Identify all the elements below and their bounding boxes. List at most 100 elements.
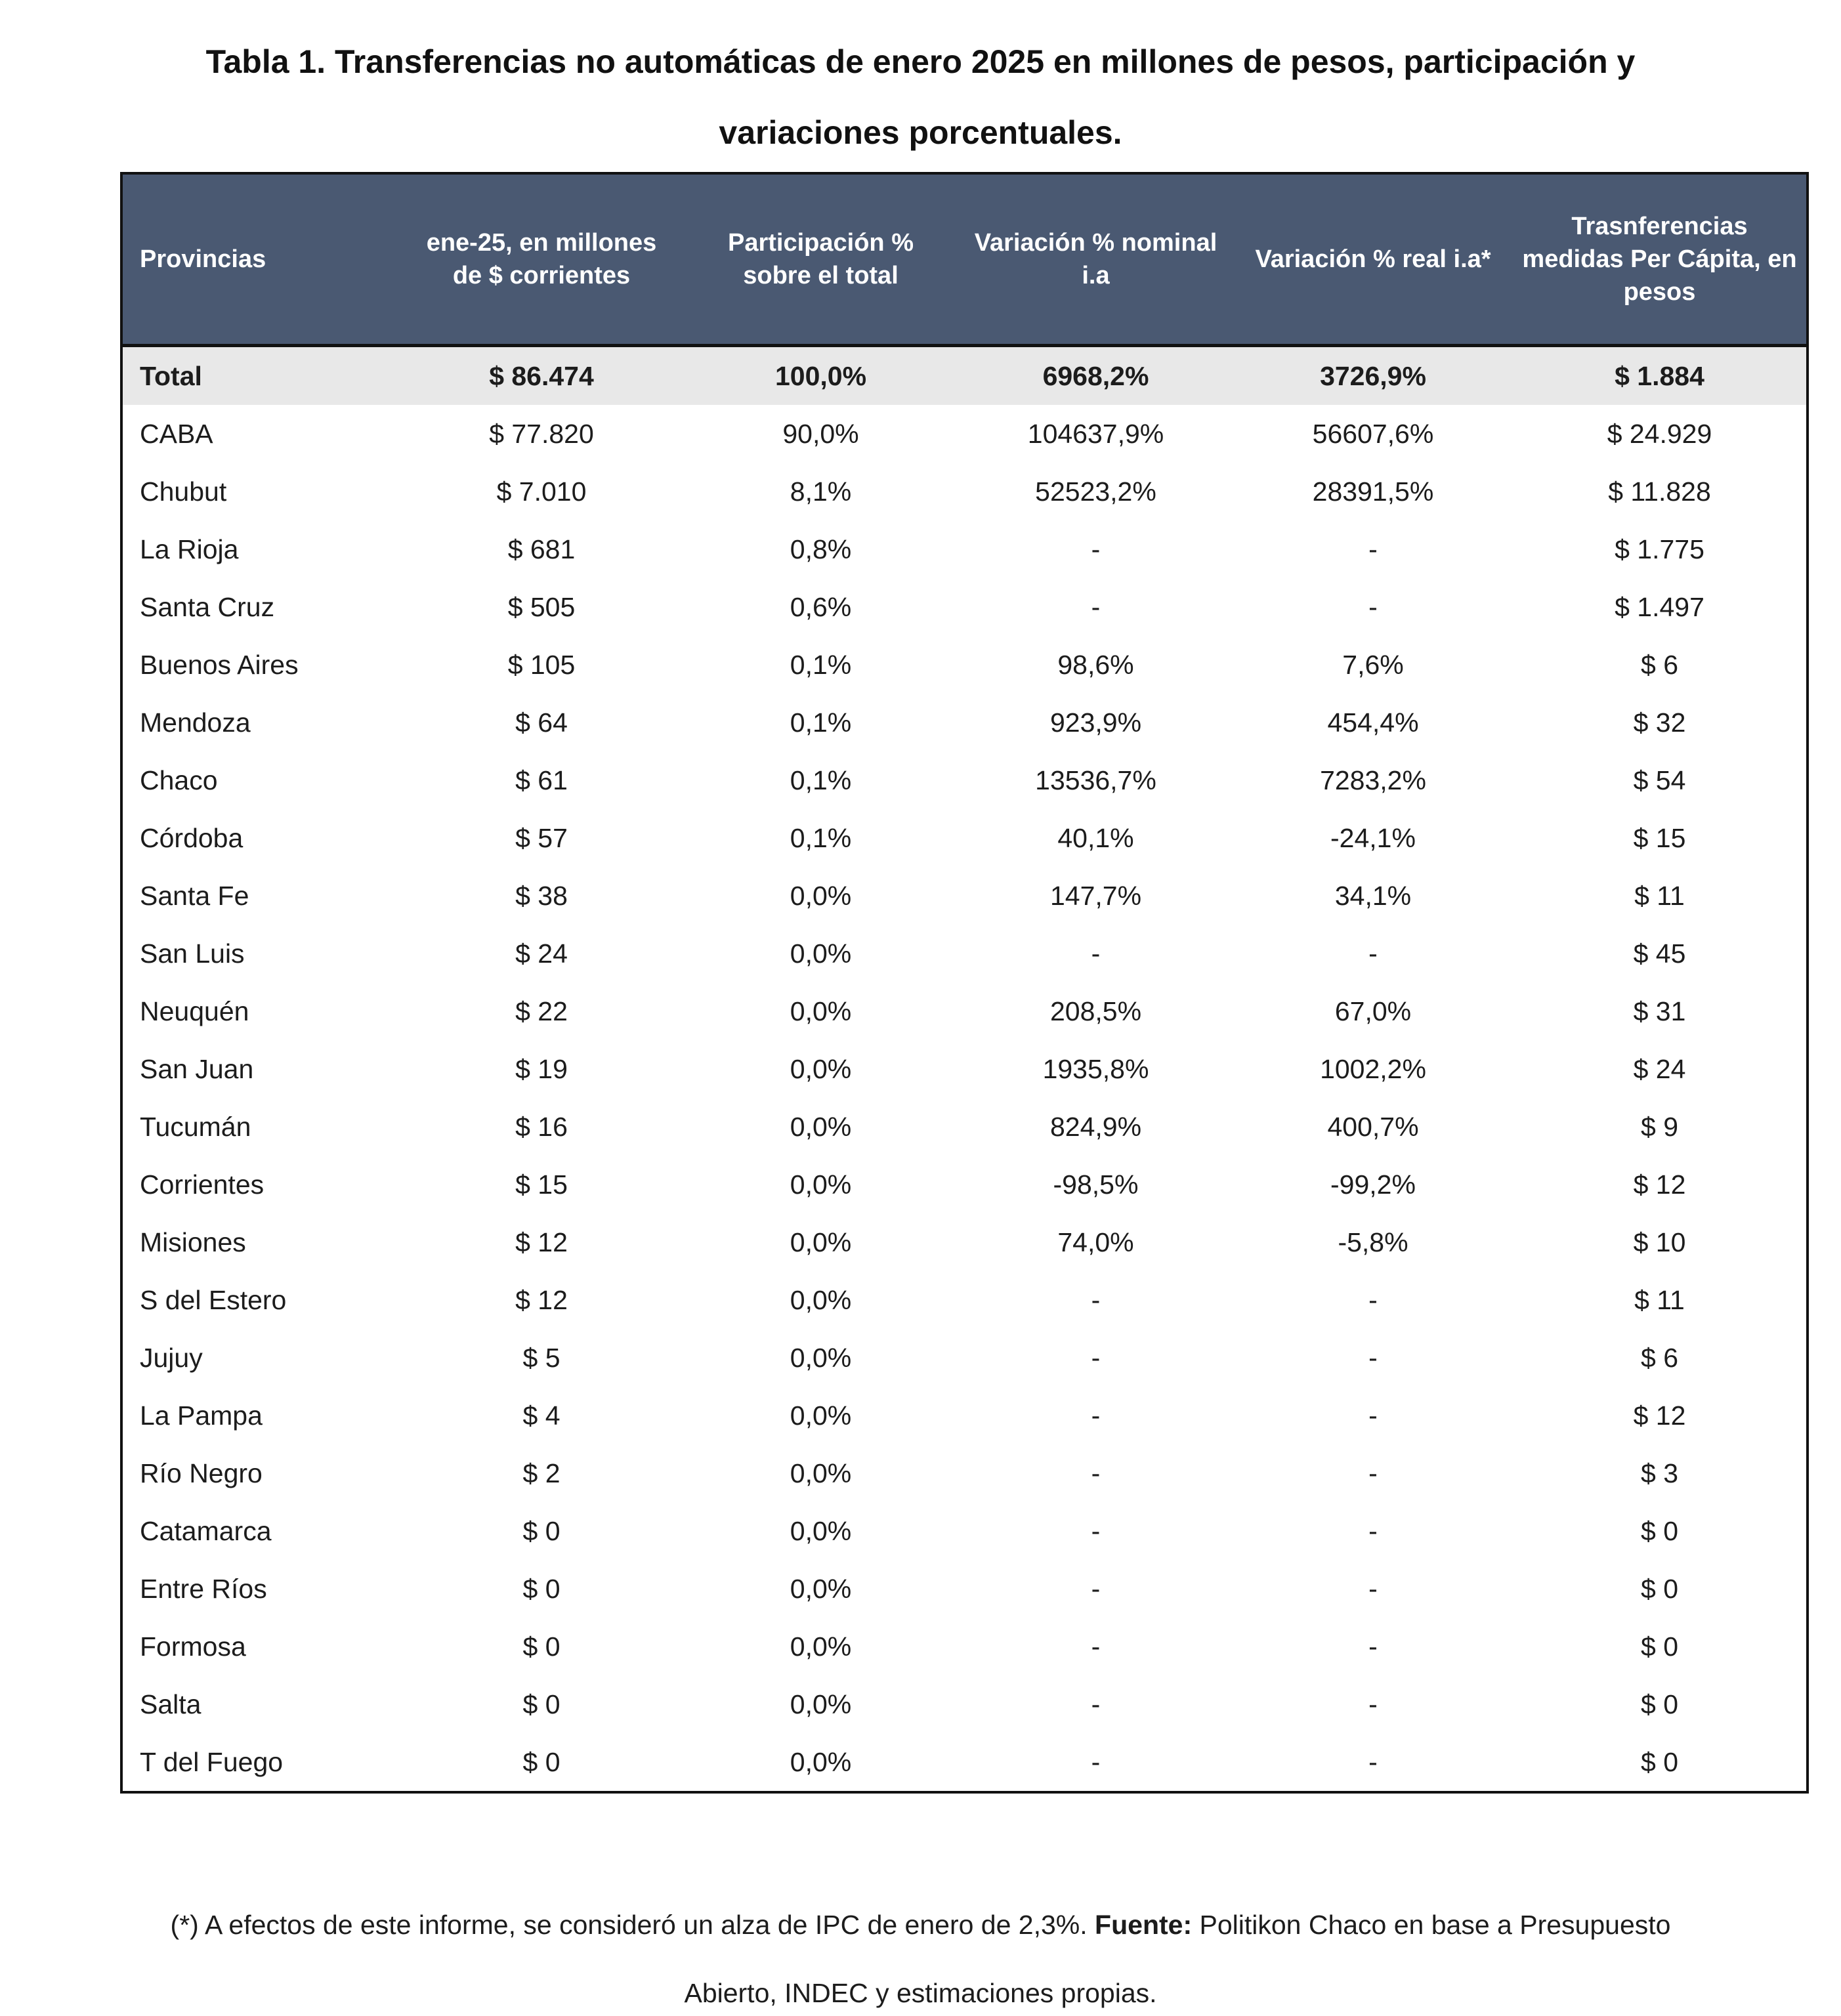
cell-var-nominal: - (1091, 1400, 1101, 1431)
cell-province: Salta (140, 1689, 201, 1719)
cell-var-nominal: 13536,7% (1035, 765, 1156, 795)
cell-var-nominal: 208,5% (1049, 996, 1142, 1026)
cell-var-real: -5,8% (1338, 1227, 1408, 1257)
cell-amount: $ 505 (507, 591, 576, 622)
cell-province: CABA (140, 418, 213, 449)
table-row: Santa Cruz $ 505 0,6% - - $ 1.497 (121, 578, 1808, 636)
cell-per-capita: $ 0 (1641, 1631, 1678, 1662)
cell-per-capita: $ 1.884 (1513, 345, 1808, 405)
cell-share: 0,0% (790, 1458, 852, 1488)
header-provincias: Provincias (121, 173, 400, 347)
cell-var-real: -99,2% (1330, 1169, 1416, 1200)
cell-per-capita: $ 11 (1634, 880, 1685, 911)
cell-amount: $ 0 (522, 1689, 561, 1719)
cell-share: 0,0% (790, 1573, 852, 1604)
cell-amount: $ 22 (515, 996, 568, 1026)
cell-amount: $ 86.474 (400, 345, 683, 405)
cell-per-capita: $ 9 (1641, 1111, 1678, 1142)
cell-var-real: - (1368, 1515, 1378, 1546)
cell-var-nominal: 923,9% (1049, 707, 1142, 738)
cell-share: 0,1% (790, 707, 852, 738)
cell-per-capita: $ 15 (1633, 822, 1686, 853)
cell-var-real: 400,7% (1327, 1111, 1419, 1142)
header-per-capita: Trasnferencias medidas Per Cápita, en pe… (1513, 173, 1808, 347)
table-title-line2: variaciones porcentuales. (719, 114, 1122, 151)
table-row: Catamarca $ 0 0,0% - - $ 0 (121, 1502, 1808, 1560)
table-row: La Rioja $ 681 0,8% - - $ 1.775 (121, 520, 1808, 578)
cell-var-real: 1002,2% (1320, 1053, 1426, 1084)
cell-per-capita: $ 24.929 (1607, 418, 1712, 449)
cell-var-nominal: - (1091, 1342, 1101, 1373)
table-row: S del Estero $ 12 0,0% - - $ 11 (121, 1271, 1808, 1329)
table-row: Mendoza $ 64 0,1% 923,9% 454,4% $ 32 (121, 694, 1808, 751)
cell-amount: $ 0 (522, 1746, 561, 1777)
cell-share: 0,0% (790, 1284, 852, 1315)
table-title: Tabla 1. Transferencias no automáticas d… (0, 0, 1841, 168)
cell-share: 0,0% (790, 1515, 852, 1546)
header-ene25: ene-25, en millones de $ corrientes (400, 173, 683, 347)
cell-province: Total (121, 345, 400, 405)
cell-amount: $ 38 (515, 880, 568, 911)
cell-var-real: - (1368, 1631, 1378, 1662)
cell-var-real: - (1368, 591, 1378, 622)
cell-province: Santa Fe (140, 880, 249, 911)
cell-amount: $ 64 (515, 707, 568, 738)
table-row: San Luis $ 24 0,0% - - $ 45 (121, 925, 1808, 982)
table-row: Tucumán $ 16 0,0% 824,9% 400,7% $ 9 (121, 1098, 1808, 1156)
cell-amount: $ 77.820 (489, 418, 594, 449)
cell-amount: $ 0 (522, 1515, 561, 1546)
cell-province: Chaco (140, 765, 218, 795)
cell-per-capita: $ 45 (1633, 938, 1686, 969)
cell-var-nominal: - (1091, 1515, 1101, 1546)
cell-province: La Rioja (140, 534, 239, 564)
cell-per-capita: $ 3 (1641, 1458, 1678, 1488)
cell-province: Santa Cruz (140, 591, 275, 622)
cell-var-real: - (1368, 938, 1378, 969)
cell-var-nominal: 6968,2% (958, 345, 1233, 405)
cell-share: 0,0% (790, 1689, 852, 1719)
cell-var-real: 3726,9% (1233, 345, 1513, 405)
cell-province: Chubut (140, 476, 227, 507)
header-participacion: Participación % sobre el total (683, 173, 958, 347)
cell-province: La Pampa (140, 1400, 263, 1431)
footnote-line2: Abierto, INDEC y estimaciones propias. (684, 1978, 1157, 2008)
cell-per-capita: $ 11 (1634, 1284, 1685, 1315)
cell-share: 8,1% (790, 476, 852, 507)
footnote-text: (*) A efectos de este informe, se consid… (170, 1910, 1095, 1940)
cell-var-real: 67,0% (1334, 996, 1412, 1026)
table-body: Total $ 86.474 100,0% 6968,2% 3726,9% $ … (121, 345, 1808, 1793)
table-row: Entre Ríos $ 0 0,0% - - $ 0 (121, 1560, 1808, 1618)
cell-var-real: - (1368, 534, 1378, 564)
total-row: Total $ 86.474 100,0% 6968,2% 3726,9% $ … (121, 345, 1808, 405)
cell-province: Jujuy (140, 1342, 203, 1373)
cell-share: 100,0% (683, 345, 958, 405)
cell-per-capita: $ 0 (1641, 1573, 1678, 1604)
cell-province: Buenos Aires (140, 649, 299, 680)
table-row: Córdoba $ 57 0,1% 40,1% -24,1% $ 15 (121, 809, 1808, 867)
cell-province: Mendoza (140, 707, 251, 738)
cell-province: Formosa (140, 1631, 246, 1662)
cell-amount: $ 105 (507, 649, 576, 680)
cell-share: 0,0% (790, 1169, 852, 1200)
cell-amount: $ 12 (515, 1227, 568, 1257)
cell-per-capita: $ 0 (1641, 1515, 1678, 1546)
cell-province: Tucumán (140, 1111, 251, 1142)
cell-var-nominal: 147,7% (1049, 880, 1142, 911)
cell-per-capita: $ 31 (1633, 996, 1686, 1026)
cell-var-nominal: 74,0% (1057, 1227, 1134, 1257)
table-header: Provincias ene-25, en millones de $ corr… (121, 173, 1808, 347)
cell-share: 0,0% (790, 1227, 852, 1257)
cell-amount: $ 12 (515, 1284, 568, 1315)
cell-share: 0,0% (790, 1342, 852, 1373)
transfers-table: Provincias ene-25, en millones de $ corr… (120, 172, 1809, 1794)
cell-province: T del Fuego (140, 1746, 284, 1777)
cell-amount: $ 61 (515, 765, 568, 795)
cell-per-capita: $ 10 (1633, 1227, 1686, 1257)
cell-var-nominal: 824,9% (1049, 1111, 1142, 1142)
cell-var-nominal: - (1091, 591, 1101, 622)
cell-var-real: - (1368, 1284, 1378, 1315)
cell-per-capita: $ 0 (1641, 1746, 1678, 1777)
cell-province: Catamarca (140, 1515, 272, 1546)
cell-var-nominal: - (1091, 1746, 1101, 1777)
header-variacion-real: Variación % real i.a* (1233, 173, 1513, 347)
